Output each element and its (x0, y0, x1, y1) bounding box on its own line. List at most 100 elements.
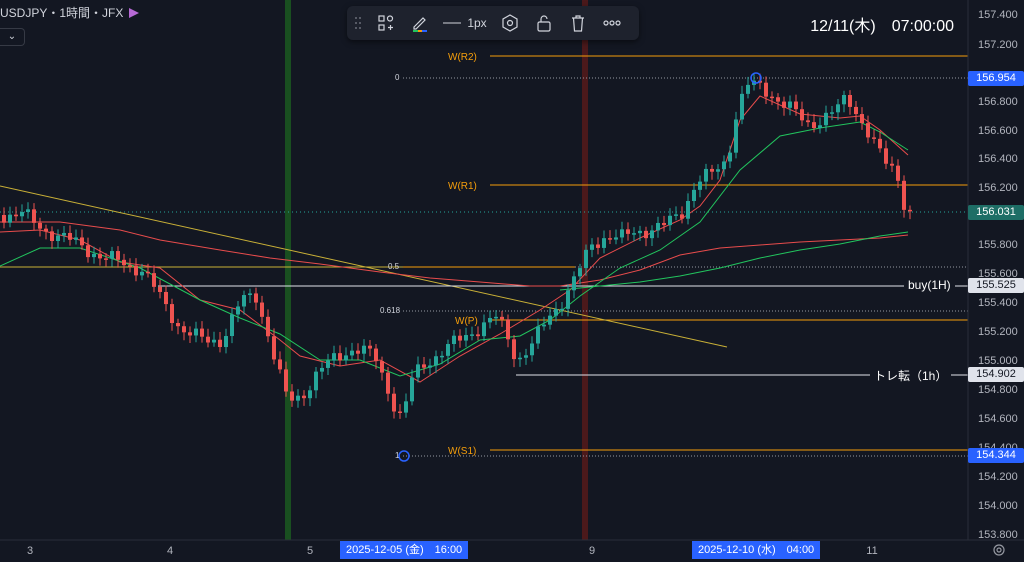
time-axis[interactable]: 3 4 5 9 11 (27, 545, 878, 557)
candle-down (266, 316, 270, 337)
candle-up (716, 169, 720, 172)
pencil-color-icon[interactable] (403, 6, 437, 40)
candle-up (590, 244, 594, 250)
candle-down (32, 209, 36, 223)
candle-down (866, 123, 870, 138)
candle-up (452, 335, 456, 345)
candle-down (500, 316, 504, 320)
price-axis[interactable]: 157.400 157.200 156.800 156.600 156.400 156.2… (978, 9, 1018, 541)
settings-hexagon-icon[interactable] (493, 6, 527, 40)
price-tick-label: 156.400 (978, 153, 1018, 165)
price-tick-label: 153.800 (978, 529, 1018, 541)
candle-up (92, 253, 96, 258)
candle-up (230, 314, 234, 337)
candle-up (464, 335, 468, 341)
candle-down (206, 336, 210, 343)
candle-down (854, 106, 858, 115)
candle-down (170, 304, 174, 324)
fib-anchor-high[interactable] (750, 72, 762, 84)
time-tick-label: 11 (866, 545, 877, 557)
candle-down (374, 348, 378, 362)
fib-1-label: 1 (395, 451, 400, 460)
candle-up (482, 322, 486, 337)
candle-up (530, 343, 534, 356)
candle-down (44, 228, 48, 232)
fib-anchor-low[interactable] (398, 450, 410, 462)
unlock-icon[interactable] (527, 6, 561, 40)
price-tick-label: 157.200 (978, 39, 1018, 51)
candle-up (224, 336, 228, 348)
templates-icon[interactable] (369, 6, 403, 40)
candle-down (152, 273, 156, 287)
price-tick-label: 156.600 (978, 125, 1018, 137)
more-icon[interactable] (595, 6, 629, 40)
drag-handle-icon[interactable] (347, 6, 369, 40)
candle-up (578, 268, 582, 277)
trash-icon[interactable] (561, 6, 595, 40)
symbol-text: USDJPY・1時間・JFX (0, 6, 124, 20)
candle-up (632, 233, 636, 235)
candle-down (884, 148, 888, 164)
low-price-tag: 154.344 (968, 448, 1024, 463)
candle-up (74, 237, 78, 240)
candle-up (332, 353, 336, 361)
candle-up (740, 93, 744, 120)
candle-up (440, 355, 444, 358)
turn-label[interactable]: トレ転（1h） (870, 367, 952, 384)
candle-up (650, 230, 654, 239)
collapse-legend-button[interactable]: ⌄ (0, 28, 25, 46)
price-tick-label: 155.800 (978, 239, 1018, 251)
price-tick-label: 155.400 (978, 297, 1018, 309)
candle-down (164, 291, 168, 305)
candle-down (290, 391, 294, 401)
candle-up (836, 104, 840, 113)
candle-down (512, 339, 516, 360)
candle-up (728, 152, 732, 162)
candle-down (806, 120, 810, 123)
candle-up (350, 350, 354, 356)
price-tick-label: 155.600 (978, 268, 1018, 280)
candle-up (404, 401, 408, 413)
time-tick-label: 3 (27, 545, 33, 557)
pivot-r2-label: W(R2) (448, 52, 477, 63)
candle-down (80, 237, 84, 246)
candle-up (668, 215, 672, 226)
candle-up (548, 315, 552, 325)
candle-down (506, 319, 510, 340)
candle-down (596, 244, 600, 248)
candle-up (416, 364, 420, 378)
fib-05-label: 0.5 (388, 262, 400, 271)
axis-settings-icon[interactable] (992, 543, 1006, 557)
candle-up (572, 276, 576, 291)
line-style-icon (443, 22, 462, 24)
candle-up (746, 84, 750, 94)
price-tick-label: 157.400 (978, 9, 1018, 21)
candle-up (542, 324, 546, 327)
candle-down (338, 353, 342, 361)
session-band-red (582, 0, 588, 540)
candle-down (260, 302, 264, 317)
symbol-title[interactable]: USDJPY・1時間・JFX (0, 4, 140, 21)
candle-down (608, 238, 612, 240)
candle-down (770, 96, 774, 99)
candle-up (602, 238, 606, 248)
candle-down (812, 122, 816, 129)
line-width-button[interactable]: 1px (437, 6, 493, 40)
candle-down (710, 168, 714, 172)
candle-down (116, 251, 120, 260)
candle-up (536, 326, 540, 344)
candle-up (314, 371, 318, 391)
candle-up (62, 232, 66, 236)
candle-down (764, 82, 768, 97)
candle-up (26, 209, 30, 212)
flag-icon[interactable] (129, 8, 140, 18)
line-width-label: 1px (467, 16, 487, 30)
candle-down (284, 369, 288, 392)
candle-down (392, 393, 396, 412)
buy-label[interactable]: buy(1H) (904, 278, 955, 292)
candle-up (344, 355, 348, 361)
price-tick-label: 155.200 (978, 326, 1018, 338)
trend-line[interactable] (0, 185, 728, 348)
candle-up (524, 355, 528, 358)
